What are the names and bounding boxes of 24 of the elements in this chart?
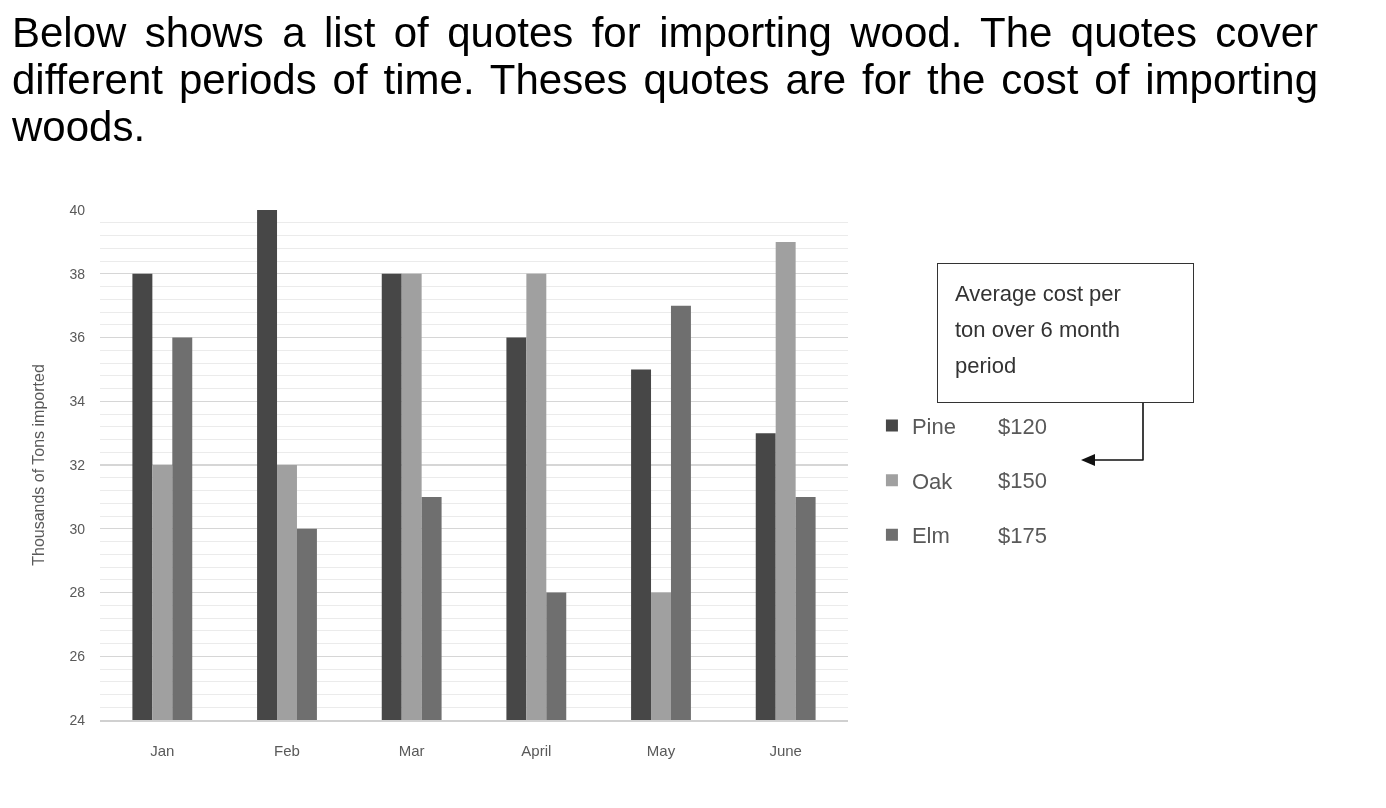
text: $150 <box>998 468 1047 495</box>
x-tick-label: June <box>769 741 802 759</box>
legend-label: Pine <box>911 414 956 440</box>
y-tick-label: 40 <box>69 201 86 218</box>
y-tick-label: 36 <box>69 329 86 346</box>
text: Average cost per ton over 6 month period <box>937 263 1194 403</box>
x-tick-label: Jan <box>150 741 175 759</box>
legend-label: Oak <box>911 468 954 494</box>
y-tick-label: 28 <box>69 584 86 601</box>
x-tick-label: Feb <box>274 741 300 759</box>
x-tick-label: Mar <box>398 741 425 759</box>
chart-title: Below shows a list of quotes for importing wood. The quotes cover different periods of time. Theses quotes are for the cost of importing woods. <box>12 9 1318 150</box>
text: $175 <box>998 522 1047 549</box>
text: $120 <box>998 413 1047 440</box>
x-tick-label: May <box>646 741 676 759</box>
y-tick-label: 34 <box>69 393 86 410</box>
y-tick-label: 38 <box>69 265 86 282</box>
x-tick-label: April <box>521 741 552 759</box>
y-tick-label: 30 <box>69 520 86 537</box>
y-axis-title: Thousands of Tons imported <box>30 364 48 566</box>
y-tick-label: 26 <box>69 648 86 665</box>
y-tick-label: 32 <box>69 456 86 473</box>
legend-label: Elm <box>911 523 950 549</box>
y-tick-label: 24 <box>69 711 86 728</box>
